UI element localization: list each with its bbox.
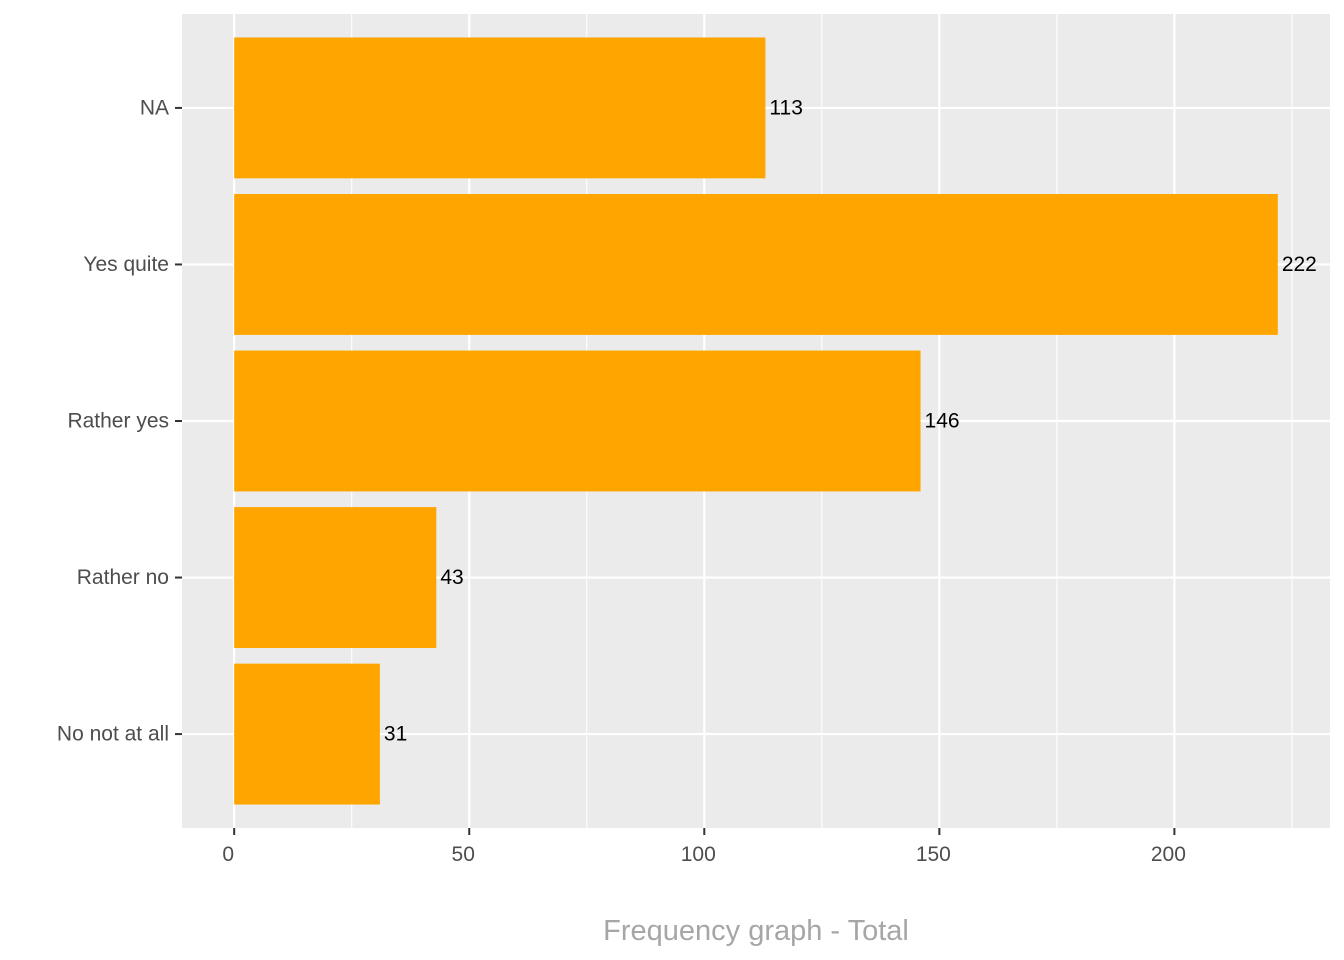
y-tick-label: NA — [140, 96, 169, 119]
bar — [234, 194, 1278, 335]
bar — [234, 663, 380, 805]
x-tick-label: 0 — [222, 843, 234, 866]
y-axis: NA Yes quite Rather yes Rather no No not at … — [57, 96, 182, 746]
bars — [234, 37, 1278, 805]
data-label: 146 — [925, 410, 960, 433]
x-tick-label: 200 — [1151, 843, 1186, 866]
y-tick-label: Yes quite — [83, 253, 169, 276]
x-tick-label: 50 — [452, 843, 475, 866]
x-tick-label: 150 — [916, 843, 951, 866]
data-label: 43 — [440, 566, 463, 589]
y-tick-label: Rather no — [77, 566, 169, 589]
y-tick-label: Rather yes — [67, 410, 169, 433]
bar — [234, 507, 437, 648]
x-axis: 0 50 100 150 200 — [222, 828, 1186, 866]
x-tick-label: 100 — [681, 843, 716, 866]
bar — [234, 350, 921, 492]
y-tick-label: No not at all — [57, 723, 169, 746]
data-label: 31 — [384, 723, 407, 746]
data-label: 222 — [1282, 253, 1317, 276]
data-label: 113 — [769, 96, 802, 119]
data-labels: 113 222 146 43 31 — [384, 96, 1317, 745]
bar — [234, 37, 766, 179]
x-axis-title: Frequency graph - Total — [603, 915, 909, 947]
